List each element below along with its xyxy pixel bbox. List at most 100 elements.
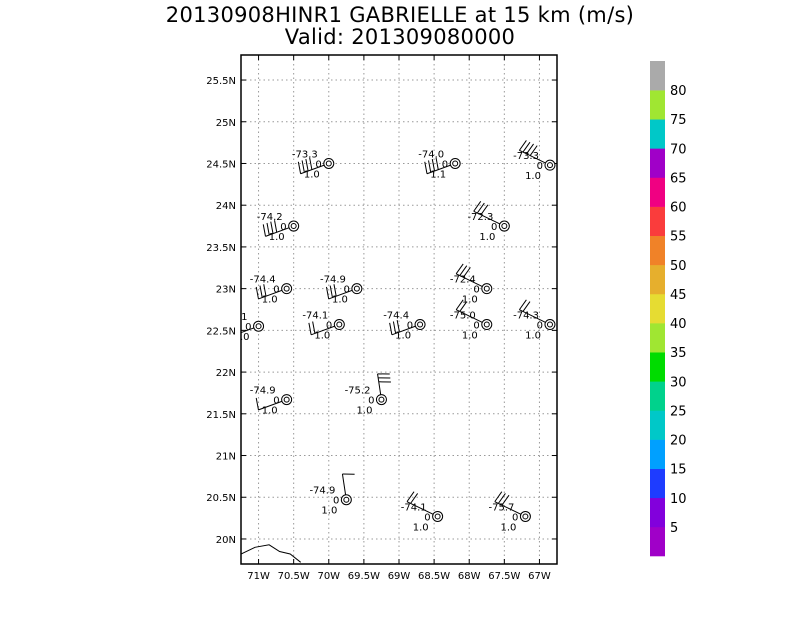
y-tick-label: 25N [216,118,236,129]
wind-barb-feather [301,160,305,173]
station-plot: -75.201.0 [345,373,391,417]
wind-barb-shaft [473,210,505,227]
station-plot: -74.401.0 [383,311,426,342]
station-plot: -74.101.0 [401,491,444,533]
colorbar-label: 10 [670,492,687,507]
y-tick-label: 20N [216,535,236,546]
station-temp: -73.3 [292,149,318,160]
station-plot: -74.301.0 [513,299,556,342]
colorbar-swatch [650,352,665,382]
station-circle-outer [481,319,493,331]
y-tick-label: 25.5N [206,76,236,87]
x-tick-label: 71W [247,571,270,582]
wind-barb-feather [389,322,393,335]
colorbar-swatch [650,119,665,149]
station-temp: -73.3 [513,151,539,162]
station-plot: -74.901.0 [250,386,293,417]
station-temp: -74.9 [320,275,346,286]
station-temp: -75.2 [345,386,371,397]
wind-barb-feather [455,299,464,311]
wind-barb-feather [518,140,527,151]
station-temp: -74.9 [309,486,335,497]
station-temp: -74.2 [257,212,283,223]
wind-barb-feather [522,141,531,153]
y-tick-label: 22.5N [206,326,236,337]
wind-barb-feather [526,143,534,155]
station-mid-value: 0 [333,496,339,507]
colorbar-swatch [650,177,665,207]
wind-barb-feather [274,220,278,233]
wind-barb-feather [392,321,397,334]
station-circle-outer [449,157,461,169]
colorbar-swatch [650,497,665,528]
colorbar-label: 35 [670,346,687,361]
x-tick-label: 68.5W [418,571,450,582]
station-temp: -72.3 [467,212,493,223]
station-circle-inner [483,321,490,328]
station-circle-inner [325,160,332,167]
station-low-value: 1.1 [430,169,446,180]
colorbar-swatch [650,323,665,353]
station-circle-outer [481,283,493,295]
station-circle-outer [253,320,265,332]
station-mid-value: 0 [280,222,286,233]
colorbar-label: 25 [670,404,687,419]
station-mid-value: 0 [512,512,518,523]
colorbar-label: 60 [670,201,687,216]
wind-barb-shaft [455,309,487,325]
colorbar-swatch [650,235,665,266]
station-plot: -74.901.0 [309,473,355,517]
colorbar-label: 75 [670,113,687,128]
wind-barb-feather [262,224,266,237]
station-plot: -73.301.0 [513,140,556,182]
colorbar-label: 15 [670,463,687,478]
station-mid-value: 0 [537,321,543,332]
colorbar-label: 20 [670,434,687,449]
station-circle-inner [522,513,529,520]
station-low-value: 1.0 [332,295,348,306]
station-circle-outer [281,394,293,406]
wind-barb-feather [501,494,510,506]
wind-barb-feather [312,321,316,334]
y-tick-label: 21.5N [206,410,236,421]
station-plot: -72.401.0 [450,263,493,306]
colorbar-label: 30 [670,375,687,390]
station-plot: -73.301.0 [292,149,335,180]
station-low-value: 1.0 [525,171,541,182]
station-circle-outer [544,159,556,171]
wind-barb-feather [255,397,259,410]
wind-barb-feather [522,301,531,312]
station-low-value: 1.0 [357,406,373,417]
colorbar-label: 50 [670,259,687,274]
station-circle-outer [432,510,444,522]
y-tick-label: 21N [216,452,236,463]
station-low-value: 1.0 [500,522,516,533]
coastline [241,544,302,563]
wind-barb-feather [494,491,503,502]
station-mid-value: 0 [273,285,279,296]
wind-barb-feather [263,284,267,297]
station-low-value: 1.0 [462,295,478,306]
wind-barb-shaft [519,309,551,325]
station-circle-outer [544,319,556,331]
wind-barb-feather [333,284,337,297]
colorbar-swatch [650,468,665,499]
station-circle-inner [290,223,297,230]
station-low-value: 1.0 [525,331,541,342]
station-mid-value: 0 [424,512,430,523]
colorbar-swatch [650,148,665,178]
station-mid-value: 0 [473,285,479,296]
station-circle-inner [546,162,553,169]
colorbar-swatch [650,381,665,411]
station-mid-value: 0 [491,222,497,233]
x-tick-label: 69.5W [348,571,380,582]
x-tick-label: 70W [317,571,340,582]
station-temp: -74.0 [418,149,444,160]
station-temp: -74.1 [401,502,427,513]
chart-subtitle: Valid: 201309080000 [284,25,516,49]
station-mid-value: 0 [273,396,279,407]
wind-barb-feather [325,286,330,300]
colorbar-label: 40 [670,317,687,332]
x-tick-label: 68W [458,571,481,582]
